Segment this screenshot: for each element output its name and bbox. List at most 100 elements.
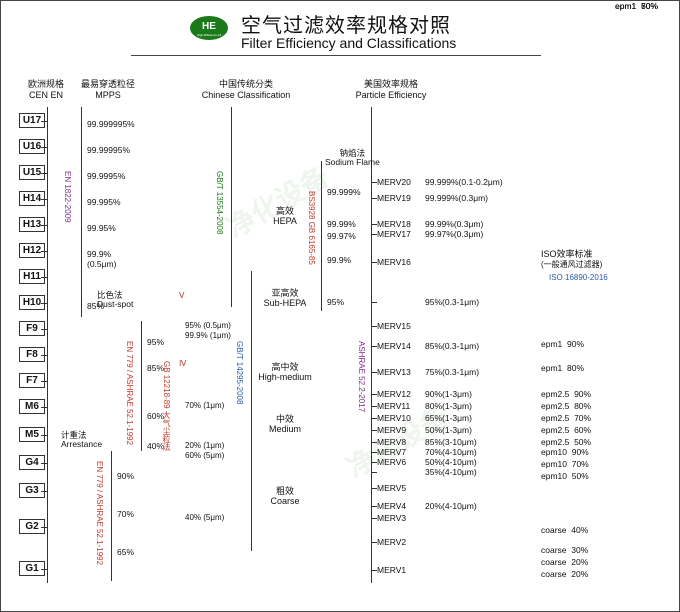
arrest-val: 70% [117, 509, 134, 519]
iso-left: epm10 70% [541, 459, 589, 469]
iso-left: epm2.5 50% [541, 437, 591, 447]
merv-name: MERV9 [377, 425, 406, 435]
sodium-val: 99.9% [327, 255, 351, 265]
merv-detail: 85%(3-10μm) [425, 437, 477, 447]
china-cat: 粗效Coarse [255, 487, 315, 507]
iso-left: coarse 20% [541, 569, 588, 579]
title-underline [131, 55, 541, 56]
col-china: 中国传统分类Chinese Classification [191, 79, 301, 101]
col-cen: 欧洲规格CEN EN [21, 79, 71, 101]
arrest-val: 65% [117, 547, 134, 557]
merv-name: MERV7 [377, 447, 406, 457]
merv-detail: 20%(4-10μm) [425, 501, 477, 511]
iso-left: epm10 50% [541, 471, 589, 481]
axis-main [47, 107, 48, 583]
iso-left: coarse 20% [541, 557, 588, 567]
china-cat: 亚高效Sub-HEPA [255, 289, 315, 309]
mpps-val: 99.95% [87, 223, 116, 233]
merv-detail: 80%(1-3μm) [425, 401, 472, 411]
dust-val: 95% [147, 337, 164, 347]
mpps-val: 99.99995% [87, 145, 130, 155]
mpps-val: 99.9% (0.5μm) [87, 249, 116, 269]
merv-detail: 50%(4-10μm) [425, 457, 477, 467]
merv-detail: 50%(1-3μm) [425, 425, 472, 435]
logo: HE High-Efficiency-Fil [189, 15, 229, 41]
china-extra: 95% (0.5μm) [185, 321, 231, 330]
china-extra: 40% (5μm) [185, 513, 224, 522]
merv-name: MERV11 [377, 401, 410, 411]
china-cat: 中效Medium [255, 415, 315, 435]
iso-left: epm1 90% [541, 339, 584, 349]
merv-name: MERV20 [377, 177, 411, 187]
svg-text:High-Efficiency-Fil: High-Efficiency-Fil [197, 33, 221, 37]
axis-merv [371, 107, 372, 583]
merv-detail: 65%(1-3μm) [425, 413, 472, 423]
iso-left: epm10 90% [541, 447, 589, 457]
svg-text:HE: HE [202, 21, 216, 32]
china-cat: 高中效High-medium [255, 363, 315, 383]
merv-name: MERV13 [377, 367, 411, 377]
axis-mpps [81, 107, 82, 317]
col-mpps: 最易穿透粒径MPPS [73, 79, 143, 101]
merv-name: MERV10 [377, 413, 411, 423]
mpps-val: 99.9995% [87, 171, 125, 181]
merv-name: MERV6 [377, 457, 406, 467]
std-bs3928: BS3928 GB 6165-85 [307, 191, 316, 265]
merv-detail: 99.999%(0.3μm) [425, 193, 488, 203]
axis-arrest [111, 451, 112, 581]
merv-name: MERV1 [377, 565, 406, 575]
watermark: 净化设备 [219, 156, 336, 247]
iso-right: epm1 50% [615, 1, 658, 11]
std-gb12218: GB 12218-89 大气尘粒法 [161, 361, 172, 451]
std-gb13554: GB/T 13554-2008 [215, 171, 224, 234]
merv-name: MERV2 [377, 537, 406, 547]
merv-detail: 99.99%(0.3μm) [425, 219, 483, 229]
axis-china1 [231, 107, 232, 307]
china-extra: 70% (1μm) [185, 401, 224, 410]
std-gb14295: GB/T 14295-2008 [235, 341, 244, 404]
merv-name: MERV16 [377, 257, 411, 267]
merv-detail: 75%(0.3-1μm) [425, 367, 479, 377]
std-ashrae522: ASHRAE 52.2-2017 [357, 341, 366, 412]
china-cat: 高效HEPA [255, 207, 315, 227]
axis-dust [141, 321, 142, 451]
axis-china2 [251, 271, 252, 551]
merv-detail: 90%(1-3μm) [425, 389, 472, 399]
std-en779a: EN 779 / ASHRAE 52.1-1992 [125, 341, 134, 445]
std-en779b: EN 779 / ASHRAE 52.1-1992 [95, 461, 104, 565]
iso-left: epm2.5 80% [541, 401, 591, 411]
title-chinese: 空气过滤效率规格对照 [241, 9, 451, 38]
iso-left: coarse 30% [541, 545, 588, 555]
merv-detail: 99.999%(0.1-0.2μm) [425, 177, 503, 187]
merv-detail: 70%(4-10μm) [425, 447, 477, 457]
iso-left: epm1 80% [541, 363, 584, 373]
arrest-val: 90% [117, 471, 134, 481]
merv-detail: 95%(0.3-1μm) [425, 297, 479, 307]
china-extra: 99.9% (1μm) [185, 331, 231, 340]
merv-detail: 35%(4-10μm) [425, 467, 477, 477]
sodium-val: 99.97% [327, 231, 356, 241]
iso-left: epm2.5 70% [541, 413, 591, 423]
iso-sub: (一般通风过滤器) [541, 259, 602, 270]
merv-detail: 99.97%(0.3μm) [425, 229, 483, 239]
std-en1822: EN 1822-2009 [63, 171, 72, 223]
roman-iv: Ⅳ [179, 359, 186, 368]
sodium-head: 钠焰法Sodium Flame [325, 149, 380, 168]
sodium-val: 95% [327, 297, 344, 307]
merv-name: MERV8 [377, 437, 406, 447]
china-extra: 20% (1μm) [185, 441, 224, 450]
dustspot-head: 比色法Dust-spot [97, 291, 133, 310]
china-extra: 60% (5μm) [185, 451, 224, 460]
roman-v: Ⅴ [179, 291, 184, 300]
merv-name: MERV15 [377, 321, 411, 331]
mpps-val: 99.999995% [87, 119, 135, 129]
iso-left: epm2.5 90% [541, 389, 591, 399]
iso-std: ISO 16890-2016 [549, 273, 608, 282]
title-english: Filter Efficiency and Classifications [241, 35, 456, 51]
mpps-val: 99.995% [87, 197, 121, 207]
merv-name: MERV18 [377, 219, 411, 229]
merv-detail: 85%(0.3-1μm) [425, 341, 479, 351]
merv-name: MERV4 [377, 501, 406, 511]
arrest-head: 计重法Arrestance [61, 431, 102, 450]
merv-name: MERV12 [377, 389, 411, 399]
